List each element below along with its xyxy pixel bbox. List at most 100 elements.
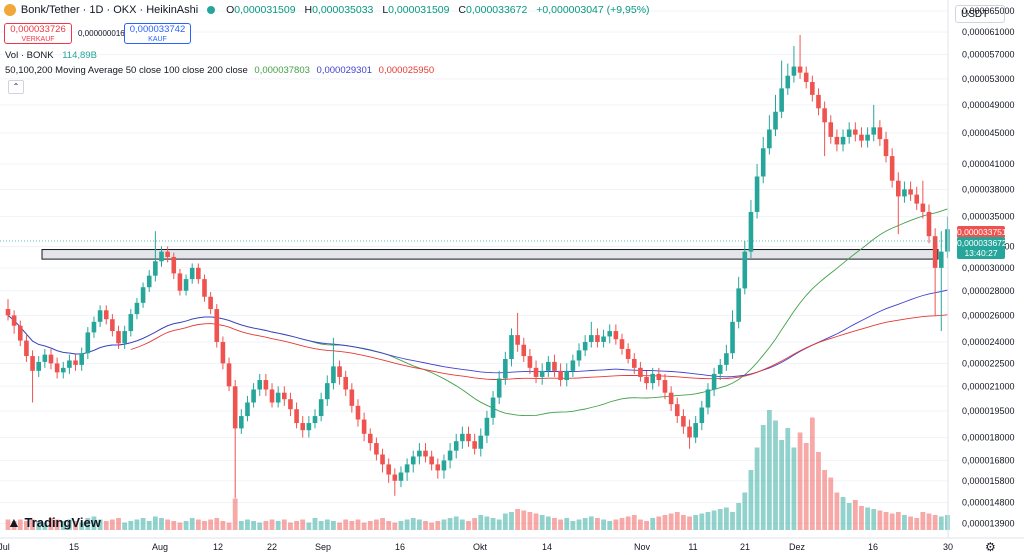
candle-body (926, 211, 932, 237)
volume-bar (601, 519, 606, 530)
volume-bar (97, 519, 103, 530)
volume-label: Vol · BONK (5, 50, 54, 61)
candle (472, 433, 477, 455)
volume-bar (945, 515, 950, 530)
y-tick-label: 0,000049000 (962, 100, 1015, 110)
volume-bar (723, 507, 729, 530)
candle (54, 357, 60, 379)
candle (926, 204, 932, 244)
volume-bar (202, 521, 207, 530)
candle (638, 361, 643, 382)
candle-body (687, 426, 692, 438)
candle (797, 34, 803, 79)
volume-bar (17, 519, 23, 530)
volume-bar (122, 522, 128, 530)
candle (183, 274, 189, 296)
candle (920, 180, 926, 219)
candle-body (681, 416, 686, 427)
candle-body (638, 367, 643, 377)
candle-body (275, 392, 281, 403)
x-tick-label: 22 (267, 542, 277, 552)
candle-body (546, 361, 551, 371)
candle-body (257, 380, 263, 390)
candle-body (417, 450, 422, 457)
tradingview-logo[interactable]: ▲ TradingView (7, 514, 101, 530)
buy-button[interactable]: 0,000033742 KAUF (124, 23, 191, 44)
candle (503, 351, 508, 385)
volume-bar (109, 519, 115, 530)
candle (693, 416, 698, 444)
volume-bar (552, 518, 557, 530)
volume-bar (91, 516, 97, 530)
volume-bar (232, 498, 238, 530)
candle-body (478, 435, 484, 449)
candle-body (674, 404, 680, 417)
volume-bar (766, 410, 772, 530)
volume-bar (809, 417, 815, 530)
candle (717, 358, 723, 381)
candle-body (398, 472, 404, 481)
candle (275, 386, 281, 408)
volume-bar (24, 521, 29, 530)
ma50-line (7, 208, 948, 417)
candle (595, 328, 600, 348)
candle (656, 367, 662, 387)
x-tick-label: Jul (0, 542, 10, 552)
candle-body (914, 194, 920, 204)
volume-bar (404, 519, 410, 530)
candle-body (533, 367, 539, 377)
candle-body (343, 376, 348, 390)
collapse-legend-button[interactable]: ⌃ (8, 80, 24, 94)
candle (668, 386, 674, 411)
sell-button[interactable]: 0,000033726 VERKAUF (4, 23, 72, 44)
candle (140, 282, 146, 308)
ma-legend[interactable]: 50,100,200 Moving Average 50 close 100 c… (5, 65, 434, 76)
candle (300, 416, 306, 438)
candle (24, 335, 29, 362)
volume-bar (318, 521, 324, 530)
candle (79, 347, 84, 371)
candle-body (730, 321, 735, 354)
candle-body (496, 378, 502, 398)
buy-label: KAUF (148, 36, 167, 43)
candle (902, 181, 907, 203)
volume-bar (159, 518, 164, 530)
candle (803, 66, 809, 89)
volume-bar (539, 515, 545, 530)
volume-bar (521, 510, 527, 530)
ma50-value: 0,000037803 (254, 65, 310, 76)
gear-icon[interactable]: ⚙ (985, 540, 996, 554)
volume-bar (73, 521, 78, 530)
candle (748, 199, 754, 259)
candle-body (699, 407, 705, 424)
candle-body (239, 416, 244, 429)
candle-body (472, 441, 477, 449)
candle (288, 392, 293, 417)
candle-body (834, 136, 840, 145)
volume-bar (134, 519, 140, 530)
x-tick-label: Okt (473, 542, 488, 552)
candle-body (748, 211, 754, 252)
candle (484, 410, 490, 444)
symbol-title[interactable]: Bonk/Tether · 1D · OKX · HeikinAshi (20, 4, 199, 16)
volume-legend[interactable]: Vol · BONK 114,89B (5, 50, 97, 61)
ma-label: 50,100,200 Moving Average 50 close 100 c… (5, 65, 248, 76)
candle-body (558, 370, 563, 381)
volume-bar (484, 516, 490, 530)
candle (791, 46, 797, 83)
candle-body (589, 335, 594, 342)
y-tick-label: 0,000038000 (962, 184, 1015, 194)
currency-selector[interactable]: USDT (955, 5, 1005, 23)
candle-body (466, 433, 471, 442)
candle-body (429, 456, 434, 465)
volume-bar (631, 515, 637, 530)
volume-bar (717, 509, 723, 530)
candle (589, 321, 594, 348)
volume-bar (914, 518, 920, 530)
candle-body (785, 75, 791, 89)
candle (730, 310, 735, 359)
candle-body (5, 309, 11, 316)
volume-bar (472, 518, 478, 530)
volume-bar (281, 519, 287, 530)
